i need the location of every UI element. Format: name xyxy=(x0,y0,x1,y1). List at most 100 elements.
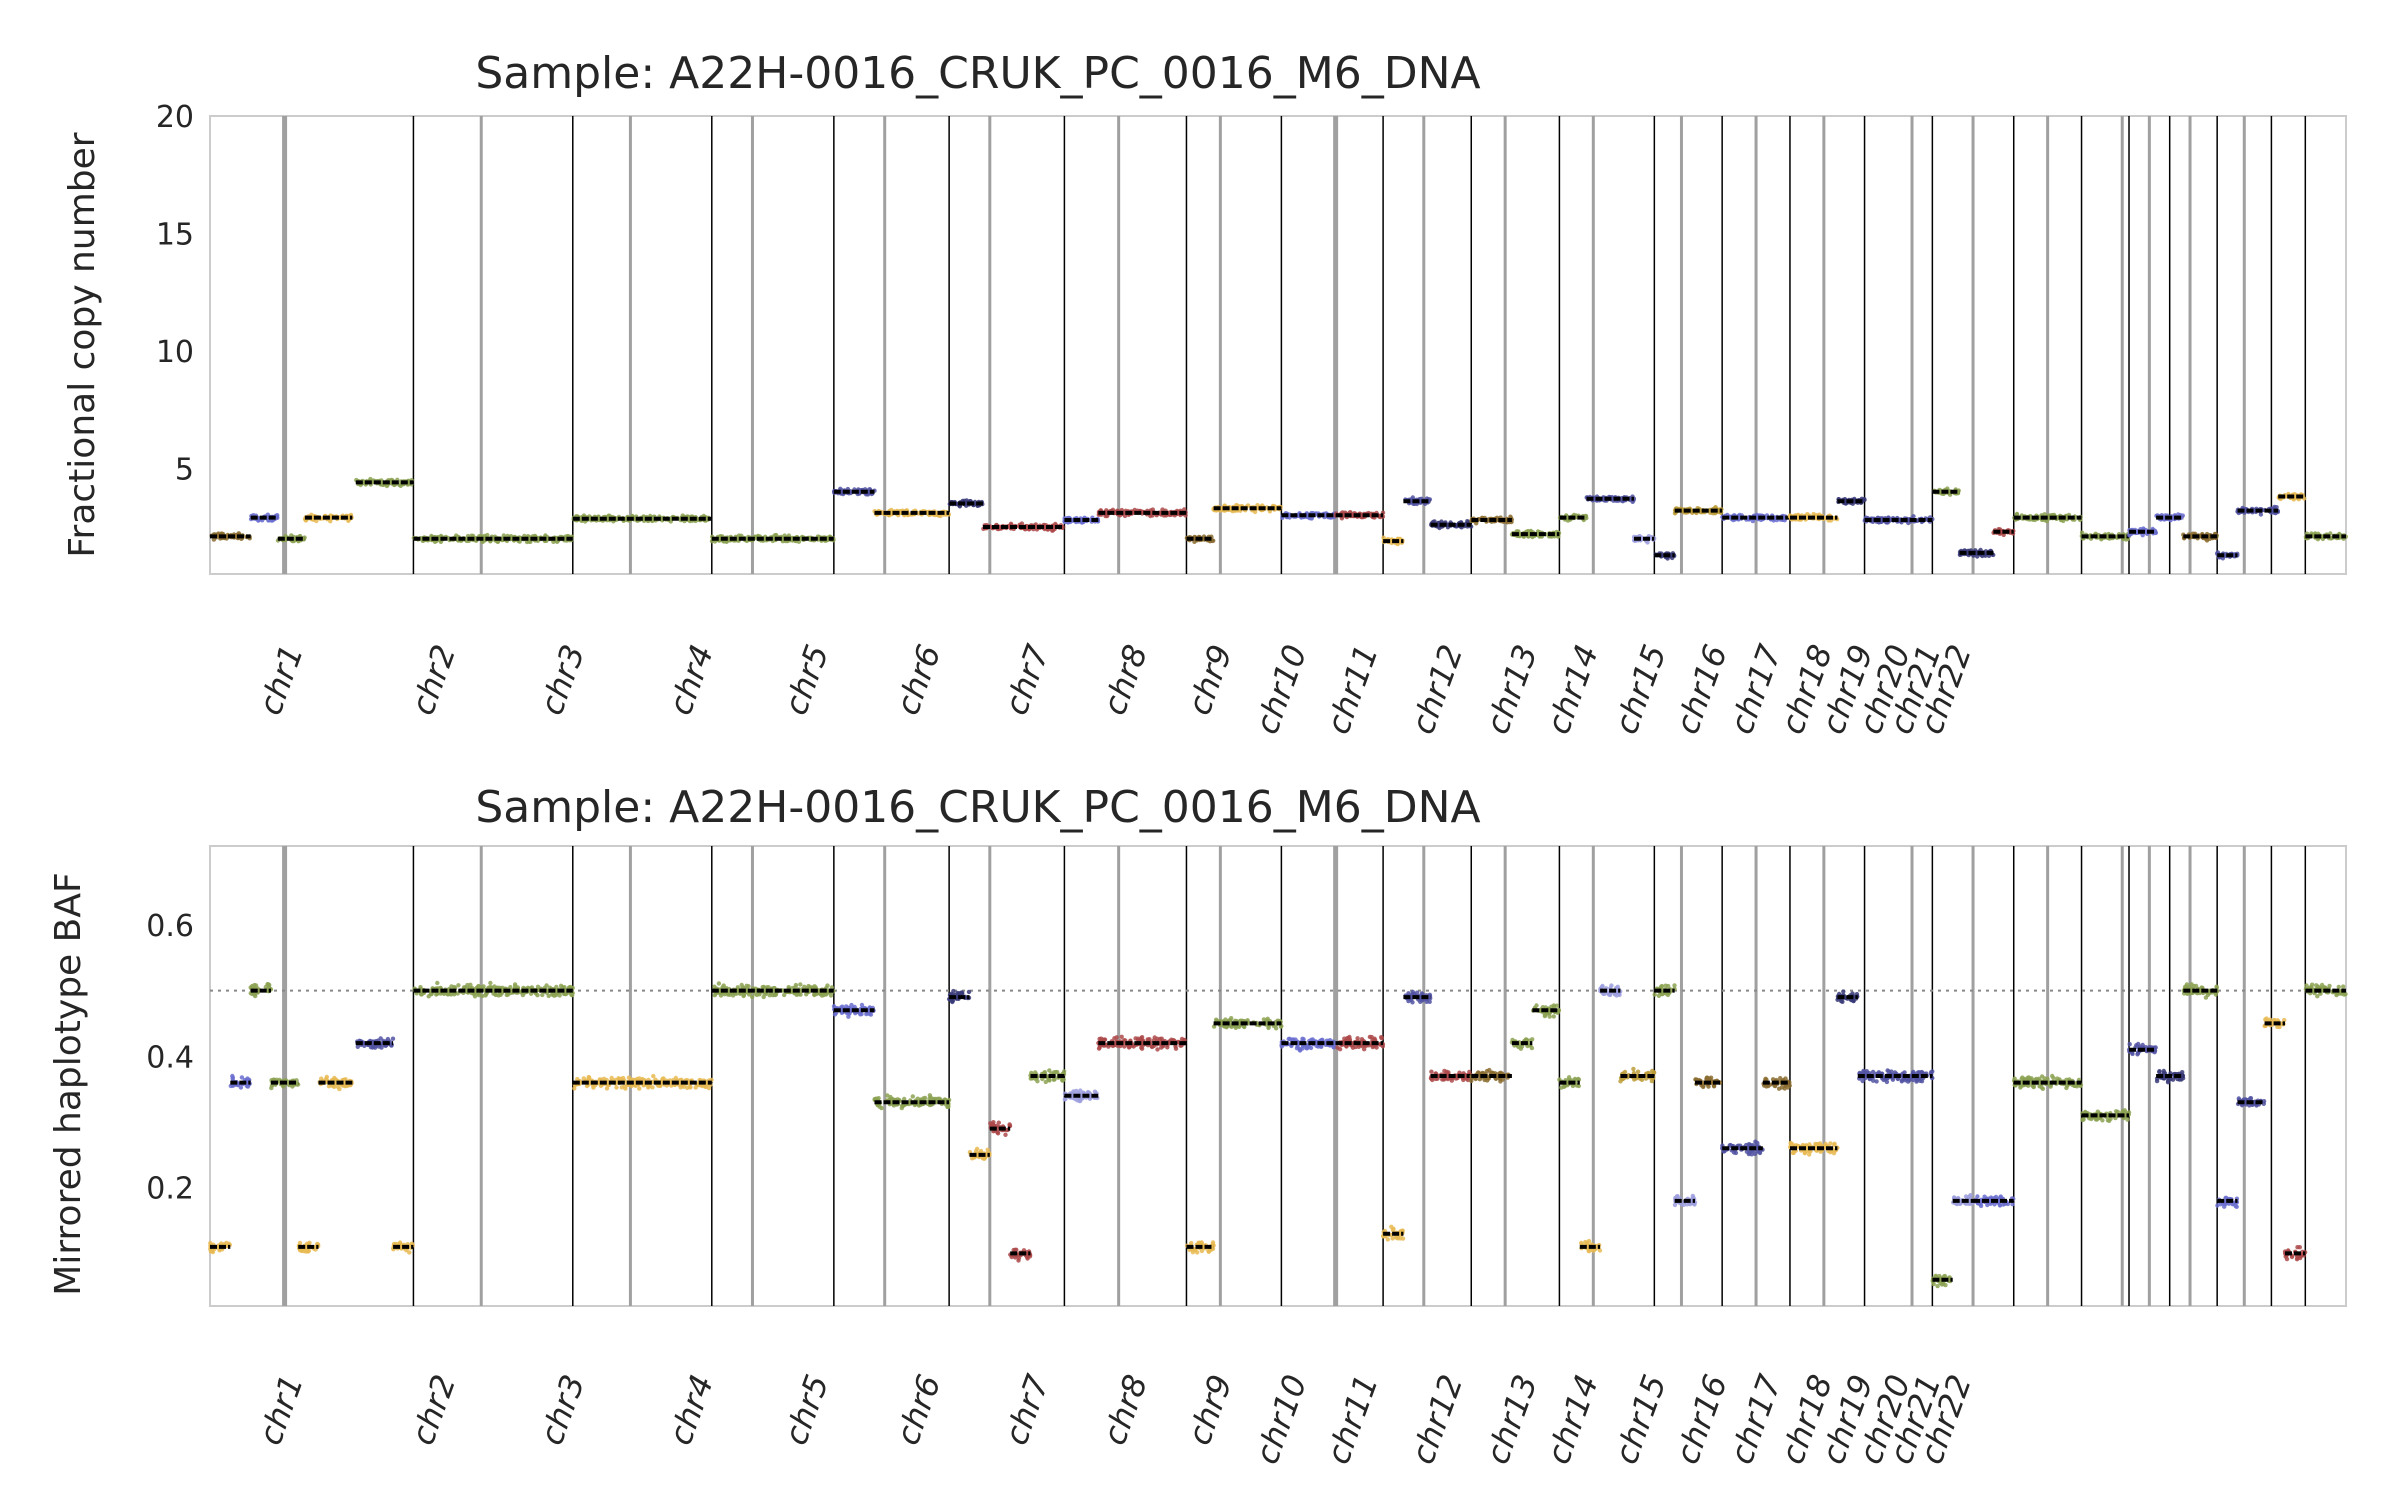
cn-data-point xyxy=(786,533,792,538)
cn-data-point xyxy=(485,532,490,538)
baf-data-point xyxy=(476,983,481,989)
baf-data-point xyxy=(828,993,834,998)
baf-data-point xyxy=(806,983,811,989)
baf-data-point xyxy=(739,982,744,988)
cn-chromosome-label: chr12 xyxy=(1403,640,1470,739)
baf-data-point xyxy=(1013,1247,1018,1253)
baf-data-point xyxy=(651,1073,656,1079)
baf-data-point xyxy=(910,1094,915,1099)
cn-chromosome-label: chr2 xyxy=(403,640,463,720)
baf-data-point xyxy=(1016,1256,1022,1261)
baf-data-point xyxy=(921,1096,926,1101)
baf-title: Sample: A22H-0016_CRUK_PC_0016_M6_DNA xyxy=(475,782,1480,833)
baf-data-point xyxy=(693,1085,698,1090)
cn-chromosome-label: chr10 xyxy=(1247,640,1314,739)
baf-data-point xyxy=(688,1084,693,1089)
cn-chromosome-label: chr11 xyxy=(1319,640,1386,739)
baf-data-point xyxy=(238,1085,244,1090)
baf-data-point xyxy=(982,1156,987,1162)
baf-data-point xyxy=(520,992,526,998)
baf-data-point xyxy=(798,982,803,987)
baf-axes-frame xyxy=(209,845,2347,1307)
baf-data-point xyxy=(544,983,549,988)
baf-data-point xyxy=(569,993,575,998)
copy-number-y-axis-label: Fractional copy number xyxy=(62,132,103,557)
cn-chromosome-label: chr15 xyxy=(1607,640,1674,739)
cn-chromosome-label: chr7 xyxy=(997,639,1057,720)
baf-data-point xyxy=(650,1085,655,1090)
cn-chromosome-label: chr13 xyxy=(1478,640,1545,739)
baf-data-point xyxy=(483,993,488,998)
cn-y-tick-label: 15 xyxy=(156,217,194,252)
baf-data-point xyxy=(812,984,817,989)
cn-data-point xyxy=(289,533,294,538)
cn-data-point xyxy=(782,533,787,538)
baf-data-point xyxy=(303,1249,309,1254)
baf-data-point xyxy=(995,1130,1000,1135)
baf-data-point xyxy=(996,1120,1001,1125)
cn-chromosome-label: chr5 xyxy=(776,640,836,720)
baf-data-point xyxy=(337,1086,342,1092)
cn-data-point xyxy=(211,537,217,542)
baf-data-point xyxy=(1025,1256,1030,1261)
baf-data-point xyxy=(945,1104,950,1110)
baf-data-point xyxy=(750,994,755,1000)
copy-number-title: Sample: A22H-0016_CRUK_PC_0016_M6_DNA xyxy=(475,48,1480,99)
baf-data-point xyxy=(546,993,551,999)
cn-axes-frame xyxy=(209,115,2347,575)
baf-data-point xyxy=(558,983,564,988)
cn-chromosome-label: chr4 xyxy=(661,640,721,720)
cn-data-point xyxy=(398,483,403,488)
baf-data-point xyxy=(591,1085,596,1090)
baf-data-point xyxy=(445,992,450,997)
baf-data-point xyxy=(481,984,486,989)
baf-data-point xyxy=(951,988,956,994)
cn-chromosome-label: chr3 xyxy=(532,640,592,720)
baf-data-point xyxy=(465,982,470,988)
baf-data-point xyxy=(435,980,440,986)
cn-data-point xyxy=(1911,514,1916,519)
baf-data-point xyxy=(637,1076,642,1081)
baf-data-point xyxy=(378,1036,383,1041)
cn-chromosome-label: chr14 xyxy=(1539,640,1606,739)
baf-data-point xyxy=(1003,1132,1008,1138)
baf-data-point xyxy=(990,1121,996,1127)
baf-data-point xyxy=(488,980,493,986)
baf-data-point xyxy=(626,1075,632,1080)
baf-data-point xyxy=(269,1085,274,1091)
baf-data-point xyxy=(265,982,270,987)
cn-y-tick-label: 10 xyxy=(156,335,194,370)
baf-data-point xyxy=(504,992,509,998)
baf-data-point xyxy=(239,1075,245,1080)
baf-data-point xyxy=(716,981,722,986)
baf-data-point xyxy=(899,1105,904,1111)
baf-data-point xyxy=(614,1085,619,1090)
copy-number-panel: Sample: A22H-0016_CRUK_PC_0016_M6_DNA Fr… xyxy=(62,48,2348,739)
copy-number-plot-area: 5 10 15 20 chr1 chr2 chr3 chr4 chr5 chr6 chr7 chr8 c… xyxy=(156,100,2348,739)
baf-data-point xyxy=(802,984,807,989)
baf-data-point xyxy=(706,1085,712,1091)
baf-data-point xyxy=(1009,1254,1014,1260)
baf-data-point xyxy=(637,1086,642,1091)
cn-chromosome-label: chr6 xyxy=(888,640,948,720)
baf-data-point xyxy=(390,1036,396,1041)
baf-data-point xyxy=(985,1147,990,1153)
baf-data-point xyxy=(761,994,766,1000)
baf-data-point xyxy=(712,984,717,989)
baf-data-point xyxy=(434,992,439,997)
baf-data-point xyxy=(858,1012,863,1017)
baf-y-axis-label: Mirrored haplotype BAF xyxy=(48,872,89,1295)
cn-chromosome-label: chr9 xyxy=(1180,640,1240,720)
cn-y-tick-label: 5 xyxy=(175,452,194,487)
cn-chromosome-label: chr1 xyxy=(251,640,311,720)
baf-data-point xyxy=(496,993,501,998)
baf-data-point xyxy=(456,983,461,988)
baf-data-point xyxy=(326,1084,332,1089)
cn-y-tick-label: 20 xyxy=(156,100,194,135)
baf-panel: Sample: A22H-0016_CRUK_PC_0016_M6_DNA Mi… xyxy=(48,782,2348,1469)
baf-data-point xyxy=(877,1104,882,1109)
cn-chromosome-label: chr8 xyxy=(1095,640,1155,720)
baf-data-point xyxy=(230,1076,235,1081)
